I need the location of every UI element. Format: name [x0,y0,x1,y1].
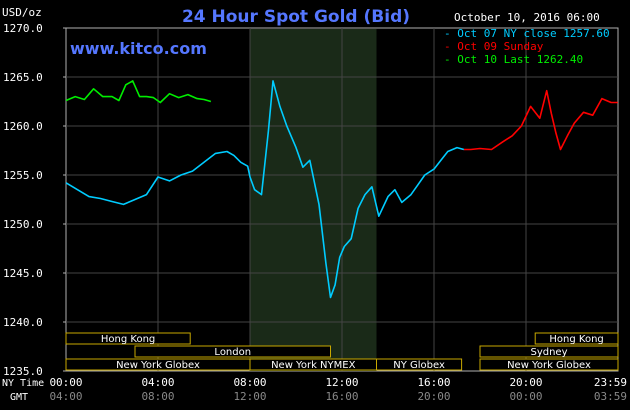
x-tick-label-ny: 20:00 [509,376,542,389]
legend-item-oct10: - Oct 10 Last 1262.40 [444,53,583,66]
x-tick-label-gmt: 00:00 [509,390,542,403]
x-tick-label-ny: 00:00 [49,376,82,389]
y-tick-label: 1240.0 [3,316,43,329]
session-label: Hong Kong [549,334,603,345]
legend-item-oct09: - Oct 09 Sunday [444,40,544,53]
session-label: New York Globex [116,360,200,371]
y-axis-ticks: 1270.0 1265.0 1260.0 1255.0 1250.0 1245.0 1240… [3,22,66,378]
session-box [479,358,619,371]
x-tick-label-gmt: 04:00 [49,390,82,403]
session-label: New York Globex [507,360,591,371]
session-box [534,332,619,345]
x-tick-label-ny: 08:00 [233,376,266,389]
session-label: New York NYMEX [271,360,356,371]
kitco-watermark: www.kitco.com [70,39,207,58]
x-axis-ticks: 00:0004:0004:0008:0008:0012:0012:0016:00… [49,376,627,403]
x-tick-label-gmt: 12:00 [233,390,266,403]
y-tick-label: 1255.0 [3,169,43,182]
x-tick-label-ny: 23:59 [594,376,627,389]
session-box [479,345,619,358]
gmt-row-label: GMT [10,392,28,403]
x-tick-label-gmt: 03:59 [594,390,627,403]
y-tick-label: 1260.0 [3,120,43,133]
price-series-line [65,80,465,299]
legend-item-oct07: - Oct 07 NY close 1257.60 [444,27,610,40]
x-tick-label-gmt: 16:00 [325,390,358,403]
y-axis-unit-label: USD/oz [2,6,42,19]
session-label: NY Globex [393,360,445,371]
grid-lines [66,28,618,371]
session-box [65,332,191,345]
session-box [376,358,463,371]
y-tick-label: 1270.0 [3,22,43,35]
price-series [65,80,618,299]
ny-time-row-label: NY Time [2,378,44,389]
y-tick-label: 1265.0 [3,71,43,84]
session-label: Sydney [530,347,567,358]
y-tick-label: 1245.0 [3,267,43,280]
session-box [134,345,331,358]
y-tick-label: 1250.0 [3,218,43,231]
price-series-line [463,89,618,151]
x-tick-label-ny: 04:00 [141,376,174,389]
session-label: Hong Kong [101,334,155,345]
x-tick-label-ny: 16:00 [417,376,450,389]
x-tick-label-gmt: 20:00 [417,390,450,403]
x-tick-label-gmt: 08:00 [141,390,174,403]
session-label: London [214,347,251,358]
nymex-session-shade [250,29,377,371]
y-tick-label: 1235.0 [3,365,43,378]
chart-title: 24 Hour Spot Gold (Bid) [182,7,410,27]
chart-date: October 10, 2016 06:00 [454,11,600,24]
trading-sessions: Hong Kong Hong Kong London Sydney New York G… [65,332,619,371]
x-tick-label-ny: 12:00 [325,376,358,389]
price-series-line [65,80,212,104]
